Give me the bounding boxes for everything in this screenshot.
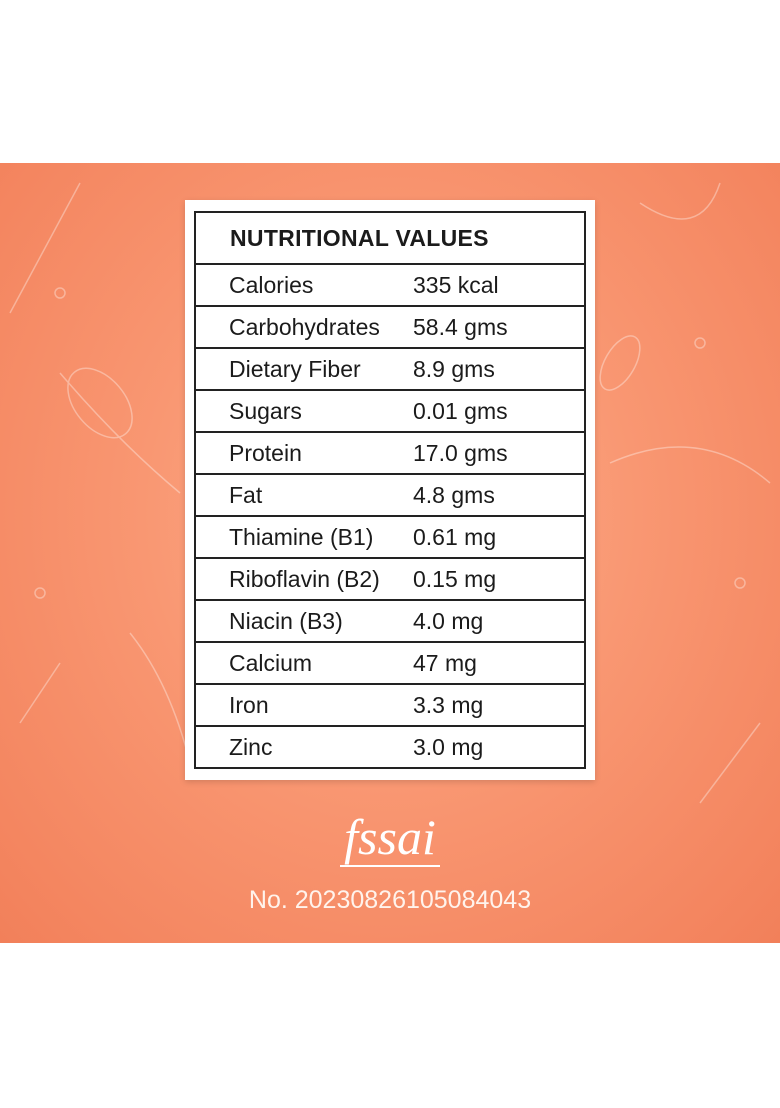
table-row: Protein 17.0 gms	[194, 431, 586, 475]
nutrient-name: Protein	[194, 431, 413, 475]
nutrient-name: Calcium	[194, 641, 413, 685]
table-title: NUTRITIONAL VALUES	[194, 211, 586, 265]
nutrient-name: Thiamine (B1)	[194, 515, 413, 559]
table-row: Carbohydrates 58.4 gms	[194, 305, 586, 349]
nutrient-name: Iron	[194, 683, 413, 727]
nutrient-name: Fat	[194, 473, 413, 517]
table-row: Dietary Fiber 8.9 gms	[194, 347, 586, 391]
nutrient-name: Zinc	[194, 725, 413, 769]
nutrient-value: 0.61 mg	[413, 515, 586, 559]
fssai-logo: fssai	[0, 808, 780, 867]
table-row: Riboflavin (B2) 0.15 mg	[194, 557, 586, 601]
nutrient-value: 58.4 gms	[413, 305, 586, 349]
nutrient-name: Carbohydrates	[194, 305, 413, 349]
table-row: Zinc 3.0 mg	[194, 725, 586, 769]
nutrient-value: 4.0 mg	[413, 599, 586, 643]
nutrient-value: 4.8 gms	[413, 473, 586, 517]
license-number: No. 20230826105084043	[248, 886, 532, 914]
nutrient-name: Riboflavin (B2)	[194, 557, 413, 601]
fssai-logo-text: fssai	[340, 809, 440, 867]
nutrient-value: 8.9 gms	[413, 347, 586, 391]
table-row: Fat 4.8 gms	[194, 473, 586, 517]
nutrient-value: 47 mg	[413, 641, 586, 685]
nutrient-value: 3.0 mg	[413, 725, 586, 769]
nutrient-value: 3.3 mg	[413, 683, 586, 727]
nutrient-name: Sugars	[194, 389, 413, 433]
nutrient-value: 335 kcal	[413, 263, 586, 307]
nutrient-name: Dietary Fiber	[194, 347, 413, 391]
table-row: Thiamine (B1) 0.61 mg	[194, 515, 586, 559]
table-row: Calcium 47 mg	[194, 641, 586, 685]
nutrient-value: 0.01 gms	[413, 389, 586, 433]
table-row: Niacin (B3) 4.0 mg	[194, 599, 586, 643]
nutrition-table: NUTRITIONAL VALUES Calories 335 kcal Carbo…	[194, 211, 586, 769]
table-row: Sugars 0.01 gms	[194, 389, 586, 433]
nutrient-name: Niacin (B3)	[194, 599, 413, 643]
table-row: Iron 3.3 mg	[194, 683, 586, 727]
table-row: Calories 335 kcal	[194, 263, 586, 307]
nutrient-value: 17.0 gms	[413, 431, 586, 475]
nutrient-value: 0.15 mg	[413, 557, 586, 601]
nutrient-name: Calories	[194, 263, 413, 307]
